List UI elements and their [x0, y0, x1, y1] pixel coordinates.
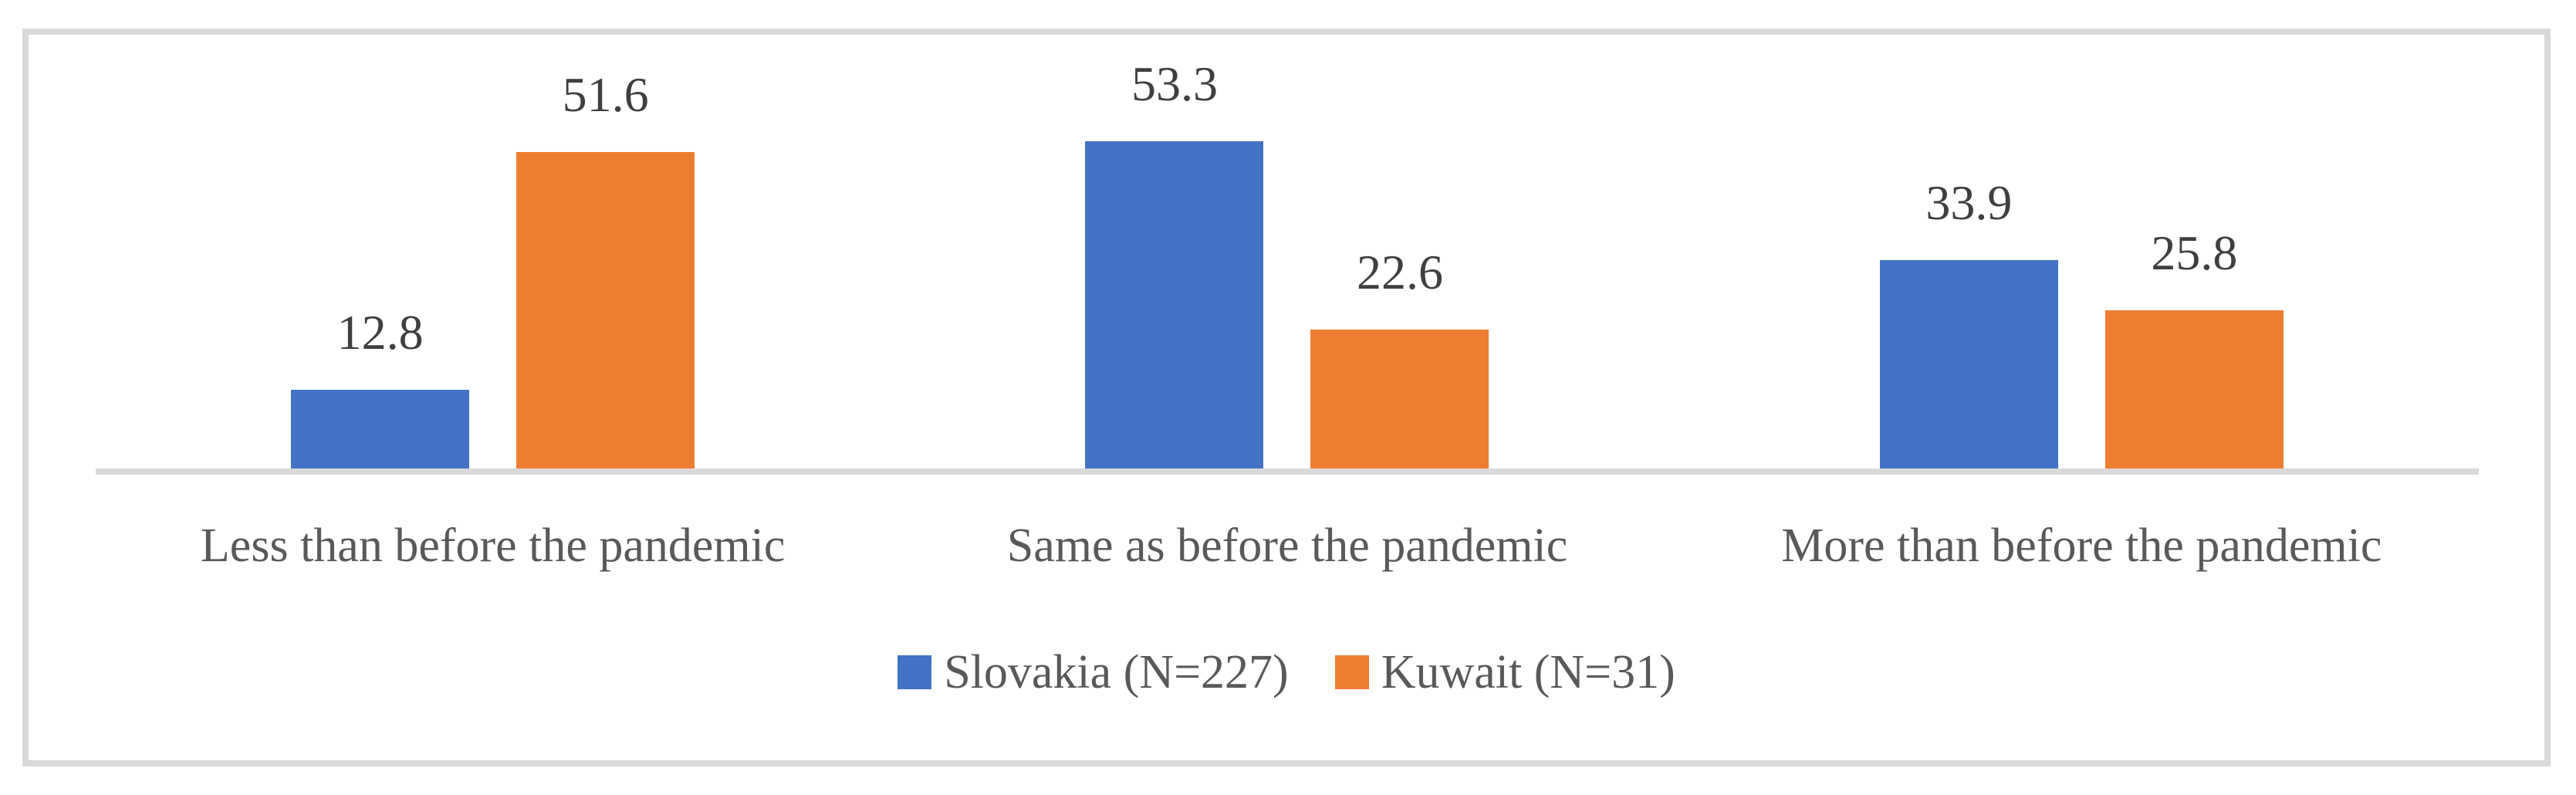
bar-group: 33.9 25.8	[1685, 35, 2479, 469]
bar-value-label: 53.3	[1131, 56, 1218, 111]
legend-label: Slovakia (N=227)	[944, 646, 1289, 699]
bar-group: 12.8 51.6	[96, 35, 890, 469]
bar-series-1: 25.8	[2104, 228, 2284, 469]
category-label: More than before the pandemic	[1781, 519, 2382, 572]
legend-swatch-icon	[898, 655, 932, 689]
bar-series-0: 12.8	[291, 308, 470, 469]
category-axis-labels: Less than before the pandemic Same as bef…	[96, 519, 2479, 589]
bar-group: 53.3 22.6	[890, 35, 1684, 469]
bar-value-label: 22.6	[1356, 245, 1443, 299]
chart-frame: 12.8 51.6 53.3 22.6 33.9 25.8 Less than befor…	[22, 29, 2551, 766]
bar-value-label: 12.8	[336, 305, 424, 360]
category-label: Less than before the pandemic	[200, 519, 786, 572]
plot-area: 12.8 51.6 53.3 22.6 33.9 25.8	[96, 35, 2479, 475]
legend-label: Kuwait (N=31)	[1381, 646, 1675, 699]
bar-value-label: 33.9	[1925, 175, 2013, 230]
legend: Slovakia (N=227) Kuwait (N=31)	[29, 648, 2544, 696]
legend-item: Slovakia (N=227)	[898, 648, 1289, 696]
bar-series-1: 22.6	[1310, 248, 1489, 469]
legend-swatch-icon	[1334, 655, 1369, 689]
bar-series-0: 53.3	[1085, 59, 1264, 469]
bar-series-1: 51.6	[516, 70, 695, 469]
bar-series-0: 33.9	[1879, 178, 2058, 469]
category-label: Same as before the pandemic	[1006, 519, 1568, 572]
bar-value-label: 51.6	[562, 67, 649, 122]
bar-value-label: 25.8	[2151, 225, 2238, 280]
legend-item: Kuwait (N=31)	[1334, 646, 1675, 699]
x-axis-line	[96, 469, 2479, 475]
